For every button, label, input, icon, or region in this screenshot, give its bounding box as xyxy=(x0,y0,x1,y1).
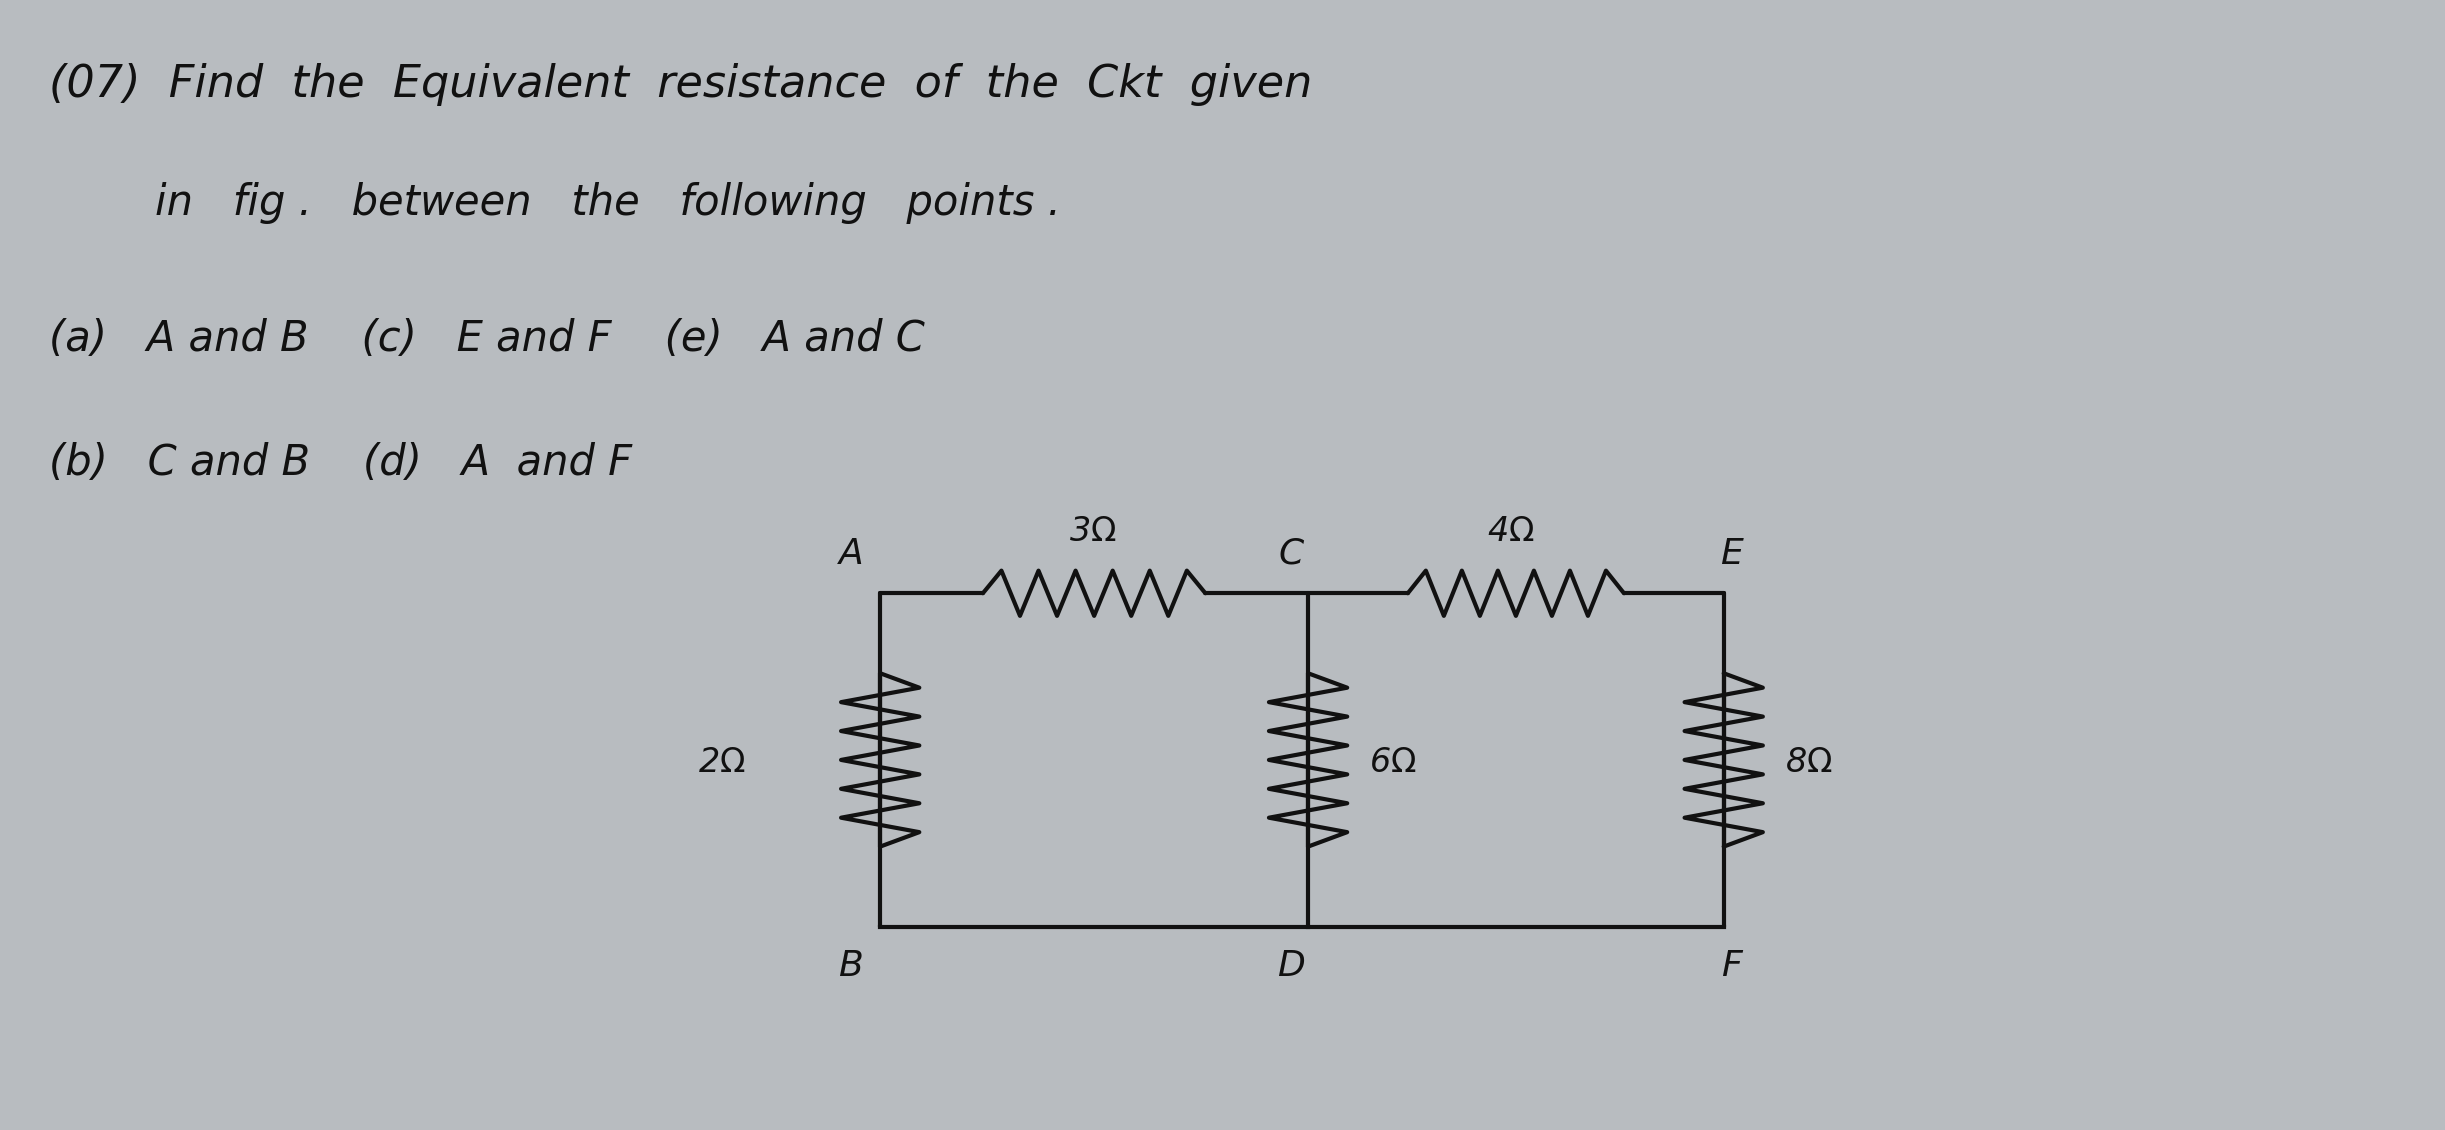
Text: C: C xyxy=(1279,537,1303,571)
Text: D: D xyxy=(1276,949,1306,983)
Text: 8$\Omega$: 8$\Omega$ xyxy=(1785,746,1831,780)
Text: E: E xyxy=(1719,537,1743,571)
Text: 6$\Omega$: 6$\Omega$ xyxy=(1369,746,1416,780)
Text: 3$\Omega$: 3$\Omega$ xyxy=(1068,515,1117,548)
Text: in   fig .   between   the   following   points .: in fig . between the following points . xyxy=(49,182,1061,225)
Text: (07)  Find  the  Equivalent  resistance  of  the  Ckt  given: (07) Find the Equivalent resistance of t… xyxy=(49,63,1313,106)
Text: B: B xyxy=(839,949,863,983)
Text: 4$\Omega$: 4$\Omega$ xyxy=(1487,515,1535,548)
Text: 2$\Omega$: 2$\Omega$ xyxy=(699,746,746,780)
Text: (b)   C and B    (d)   A  and F: (b) C and B (d) A and F xyxy=(49,442,631,485)
Text: A: A xyxy=(839,537,863,571)
Text: (a)   A and B    (c)   E and F    (e)   A and C: (a) A and B (c) E and F (e) A and C xyxy=(49,318,924,360)
Text: F: F xyxy=(1721,949,1741,983)
